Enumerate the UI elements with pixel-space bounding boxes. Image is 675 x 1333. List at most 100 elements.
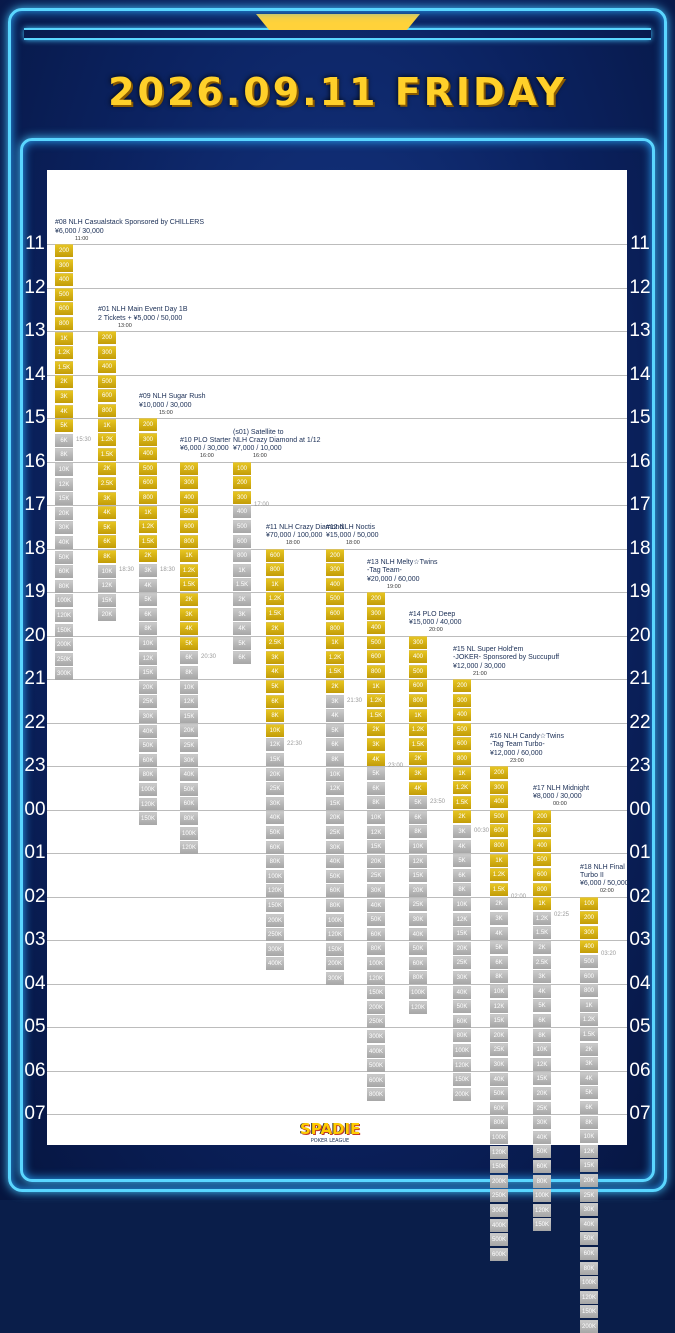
blind-level: 10K: [139, 637, 157, 651]
event-late-reg-time: 00:30: [474, 828, 490, 835]
blind-level: 600: [98, 389, 116, 403]
hour-label: 00: [629, 798, 651, 820]
blind-level: 50K: [55, 550, 73, 564]
blind-level: 1.2K: [409, 723, 427, 737]
blind-level: 300K: [367, 1030, 385, 1044]
blind-level: 20K: [409, 883, 427, 897]
hour-label: 14: [629, 363, 651, 385]
blind-level: 800: [490, 839, 508, 853]
hour-label: 11: [630, 233, 650, 254]
event-late-reg-time: 18:30: [119, 567, 135, 574]
blind-level: 60K: [326, 884, 344, 898]
blind-level: 1.2K: [326, 650, 344, 664]
blind-level: 20K: [180, 724, 198, 738]
event-start-time: 11:00: [75, 235, 89, 242]
event-start-time: 02:00: [600, 888, 614, 895]
blind-level: 25K: [490, 1043, 508, 1057]
blind-level: 4K: [180, 622, 198, 636]
blind-level: 80K: [326, 898, 344, 912]
hour-line: [47, 1070, 627, 1072]
blind-level: 8K: [266, 709, 284, 723]
blind-level: 50K: [326, 869, 344, 883]
event-late-reg-time: 21:30: [347, 697, 363, 704]
blind-level: 2K: [55, 375, 73, 389]
blind-level: 3K: [580, 1057, 598, 1071]
blind-level: 1.5K: [55, 360, 73, 374]
blind-level: 1K: [55, 331, 73, 345]
blind-level: 6K: [266, 694, 284, 708]
hour-line: [47, 679, 627, 680]
blind-level: 6K: [233, 651, 251, 665]
blind-level: 30K: [55, 521, 73, 535]
blind-level: 2K: [580, 1042, 598, 1056]
blind-level: 800: [180, 534, 198, 548]
blind-level: 1.5K: [409, 737, 427, 751]
hour-label: 20: [24, 624, 46, 646]
blind-level: 800: [409, 693, 427, 707]
blind-level: 200K: [326, 957, 344, 971]
blind-level: 200: [580, 911, 598, 925]
blind-level: 2K: [233, 592, 251, 606]
blind-level: 50K: [533, 1145, 551, 1159]
blind-level: 6K: [139, 607, 157, 621]
event-title-line: (s01) Satellite to: [233, 428, 284, 436]
blind-level: 80K: [55, 579, 73, 593]
blind-level: 6K: [409, 810, 427, 824]
blind-level: 10K: [367, 811, 385, 825]
blind-level: 20K: [55, 506, 73, 520]
hour-label: 11: [25, 233, 45, 254]
blind-level: 20K: [453, 941, 471, 955]
blind-level: 60K: [139, 753, 157, 767]
blind-level: 5K: [409, 796, 427, 810]
blind-level: 800: [453, 752, 471, 766]
blind-level: 5K: [453, 854, 471, 868]
blind-level: 8K: [453, 883, 471, 897]
event-title-line: #10 PLO Starter: [180, 436, 231, 444]
blind-level: 60K: [180, 797, 198, 811]
blind-level: 3K: [233, 607, 251, 621]
event-title-line: #01 NLH Main Event Day 1B: [98, 306, 188, 314]
event-start-time: 21:00: [473, 670, 487, 677]
blind-level: 50K: [580, 1232, 598, 1246]
blind-level: 60K: [580, 1246, 598, 1260]
hour-line: [47, 766, 627, 767]
event-start-time: 18:00: [286, 540, 300, 547]
blind-level: 12K: [55, 477, 73, 491]
blind-level: 6K: [180, 651, 198, 665]
event-title-line: NLH Crazy Diamond at 1/12: [233, 436, 321, 444]
event-title-line: #18 NLH Final: [580, 863, 625, 871]
blind-level: 200: [55, 244, 73, 258]
blind-level: 20K: [367, 854, 385, 868]
blind-level: 3K: [326, 694, 344, 708]
blind-level: 20K: [580, 1173, 598, 1187]
hour-label: 23: [629, 755, 651, 776]
blind-level: 4K: [266, 665, 284, 679]
blind-level: 500: [180, 505, 198, 519]
blind-level: 200K: [490, 1174, 508, 1188]
blind-level: 600: [326, 606, 344, 620]
blind-level: 5K: [180, 636, 198, 650]
blind-level: 1K: [490, 853, 508, 867]
hour-label: 01: [24, 842, 46, 863]
hour-label: 13: [24, 320, 46, 341]
event-start-time: 19:00: [387, 583, 401, 590]
blind-level: 400: [490, 795, 508, 809]
blind-level: 40K: [490, 1072, 508, 1086]
blind-level: 1.2K: [180, 563, 198, 577]
hour-label: 05: [629, 1016, 651, 1037]
blind-level: 500: [326, 592, 344, 606]
blind-level: 15K: [533, 1072, 551, 1086]
blind-level: 30K: [490, 1058, 508, 1072]
blind-level: 300: [453, 693, 471, 707]
blind-level: 4K: [580, 1071, 598, 1085]
blind-level: 50K: [490, 1087, 508, 1101]
blind-level: 500: [490, 809, 508, 823]
spadie-logo: SPADIE POKER LEAGUE: [300, 1118, 360, 1146]
event-title-line: ¥70,000 / 100,000: [266, 532, 323, 540]
outer-frame: [8, 8, 667, 1192]
event-late-reg-time: 15:30: [76, 436, 92, 443]
blind-level: 40K: [453, 985, 471, 999]
blind-level: 10K: [453, 898, 471, 912]
blind-level: 10K: [580, 1130, 598, 1144]
event-title-line: #14 PLO Deep: [409, 610, 456, 618]
